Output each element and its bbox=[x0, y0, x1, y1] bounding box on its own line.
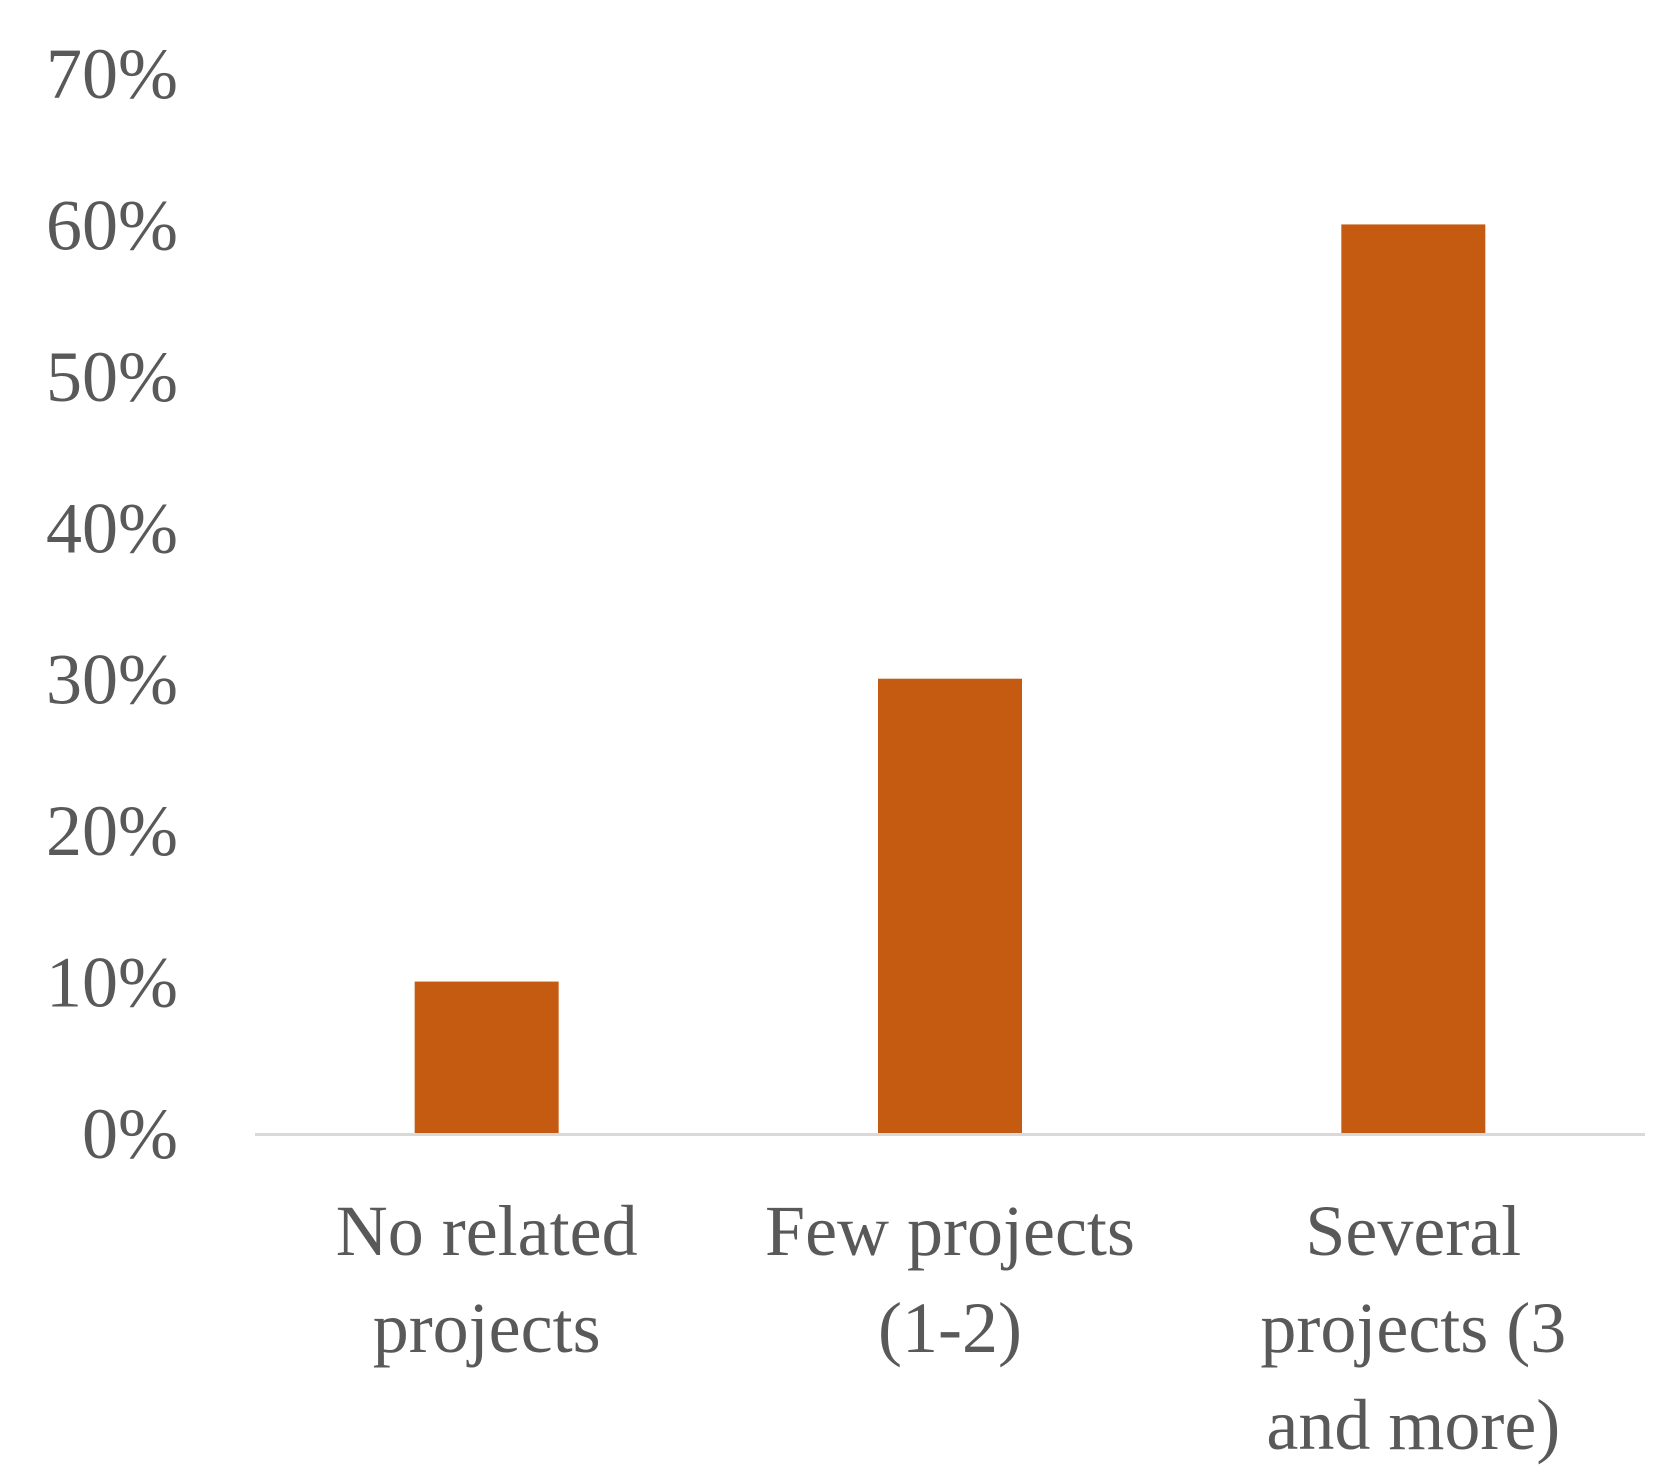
x-category-label: Few projects (1-2) bbox=[765, 1191, 1135, 1368]
y-tick-label: 0% bbox=[82, 1094, 178, 1174]
x-category-label-line: projects bbox=[373, 1288, 601, 1368]
x-category-label: No related projects bbox=[336, 1191, 638, 1368]
y-tick-label: 30% bbox=[46, 640, 178, 720]
y-tick-label: 40% bbox=[46, 488, 178, 568]
x-axis: No related projects Few projects (1-2) Sever… bbox=[336, 1191, 1567, 1465]
x-category-label-line: No related bbox=[336, 1191, 638, 1271]
y-tick-label: 10% bbox=[46, 943, 178, 1023]
y-tick-label: 70% bbox=[46, 34, 178, 114]
y-axis: 0% 10% 20% 30% 40% 50% 60% 70% bbox=[46, 34, 178, 1174]
bar bbox=[1341, 224, 1486, 1133]
y-tick-label: 60% bbox=[46, 185, 178, 265]
bar bbox=[414, 981, 559, 1133]
x-category-label-line: Several bbox=[1305, 1191, 1521, 1271]
y-tick-label: 50% bbox=[46, 337, 178, 417]
x-category-label-line: Few projects bbox=[765, 1191, 1135, 1271]
x-category-label-line: and more) bbox=[1266, 1385, 1560, 1465]
x-category-label: Several projects (3 and more) bbox=[1260, 1191, 1566, 1465]
bar bbox=[878, 678, 1022, 1133]
x-category-label-line: projects (3 bbox=[1260, 1288, 1566, 1368]
x-category-label-line: (1-2) bbox=[878, 1288, 1022, 1368]
bars bbox=[414, 224, 1486, 1133]
y-tick-label: 20% bbox=[46, 791, 178, 871]
